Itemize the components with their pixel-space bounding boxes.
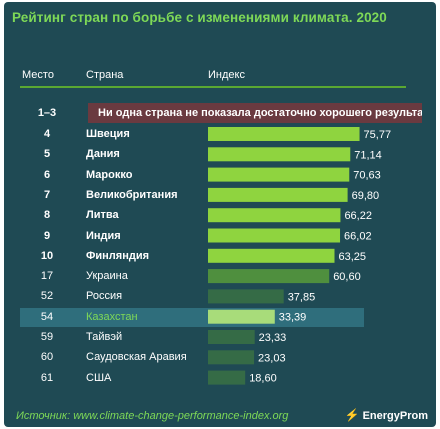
rank-label: 59 [40, 331, 54, 343]
header-divider [20, 86, 406, 88]
rank-label: 6 [43, 168, 51, 181]
notice-banner: Ни одна страна не показала достаточно хо… [88, 103, 422, 123]
country-label: Индия [86, 229, 121, 242]
bar [208, 350, 255, 365]
rank-label: 9 [43, 229, 51, 242]
bar [208, 208, 341, 223]
header-country: Страна [86, 69, 124, 81]
source-note: Источник: www.climate-change-performance… [16, 410, 289, 422]
value-label: 66,22 [344, 210, 372, 222]
value-label: 33,39 [279, 312, 307, 324]
logo-text: EnergyProm [362, 410, 428, 422]
country-label: Украина [86, 270, 128, 283]
value-label: 63,25 [339, 251, 367, 263]
country-label: Швеция [86, 128, 130, 140]
country-label: Тайвэй [86, 331, 123, 343]
rank-label: 5 [43, 148, 51, 161]
logo-icon: ⚡ [344, 408, 360, 422]
chart-title: Рейтинг стран по борьбе с изменениями кл… [12, 10, 387, 25]
country-label: Дания [86, 148, 120, 161]
country-label: Казахстан [86, 310, 138, 323]
value-label: 71,14 [354, 149, 382, 161]
bar [208, 269, 330, 284]
notice-rank: 1–3 [37, 107, 57, 119]
rank-label: 54 [40, 310, 54, 323]
value-label: 66,02 [344, 231, 372, 243]
bar [208, 309, 275, 324]
country-label: Марокко [86, 168, 133, 181]
country-label: Финляндия [86, 249, 150, 262]
bar [208, 147, 351, 162]
bar-chart: 75,77 71,14 70,63 69,80 66,22 66,02 63,25 60,60… [208, 127, 392, 385]
chart-card: Рейтинг стран по борьбе с изменениями кл… [4, 2, 436, 427]
rank-label: 10 [40, 249, 54, 262]
header-index: Индекс [208, 69, 245, 81]
rank-label: 60 [40, 351, 54, 364]
bar [208, 370, 246, 385]
highlighted-row [20, 307, 364, 327]
country-label: Саудовская Аравия [86, 351, 187, 364]
value-label: 60,60 [333, 271, 361, 283]
value-label: 70,63 [353, 170, 381, 182]
bar [208, 248, 335, 263]
bar [208, 167, 350, 182]
country-label: Литва [86, 209, 119, 222]
rank-label: 7 [43, 188, 51, 201]
rank-label: 52 [40, 290, 54, 303]
country-label: Россия [86, 290, 123, 303]
energyprom-logo: ⚡ EnergyProm [345, 408, 428, 422]
bar [208, 289, 284, 304]
bar [208, 187, 348, 202]
value-label: 75,77 [364, 129, 392, 141]
rank-label: 17 [40, 270, 54, 283]
value-label: 37,85 [288, 291, 316, 303]
value-label: 69,80 [352, 190, 380, 202]
country-label: Великобритания [86, 188, 178, 201]
value-label: 23,03 [258, 352, 286, 364]
header-rank: Место [22, 69, 54, 81]
rank-label: 8 [43, 209, 51, 222]
bar [208, 127, 360, 141]
bar [208, 330, 255, 344]
value-label: 18,60 [249, 373, 277, 385]
country-label: США [86, 371, 112, 384]
bar [208, 228, 341, 243]
value-label: 23,33 [259, 332, 287, 344]
rank-label: 4 [43, 128, 51, 140]
rank-label: 61 [40, 371, 54, 384]
